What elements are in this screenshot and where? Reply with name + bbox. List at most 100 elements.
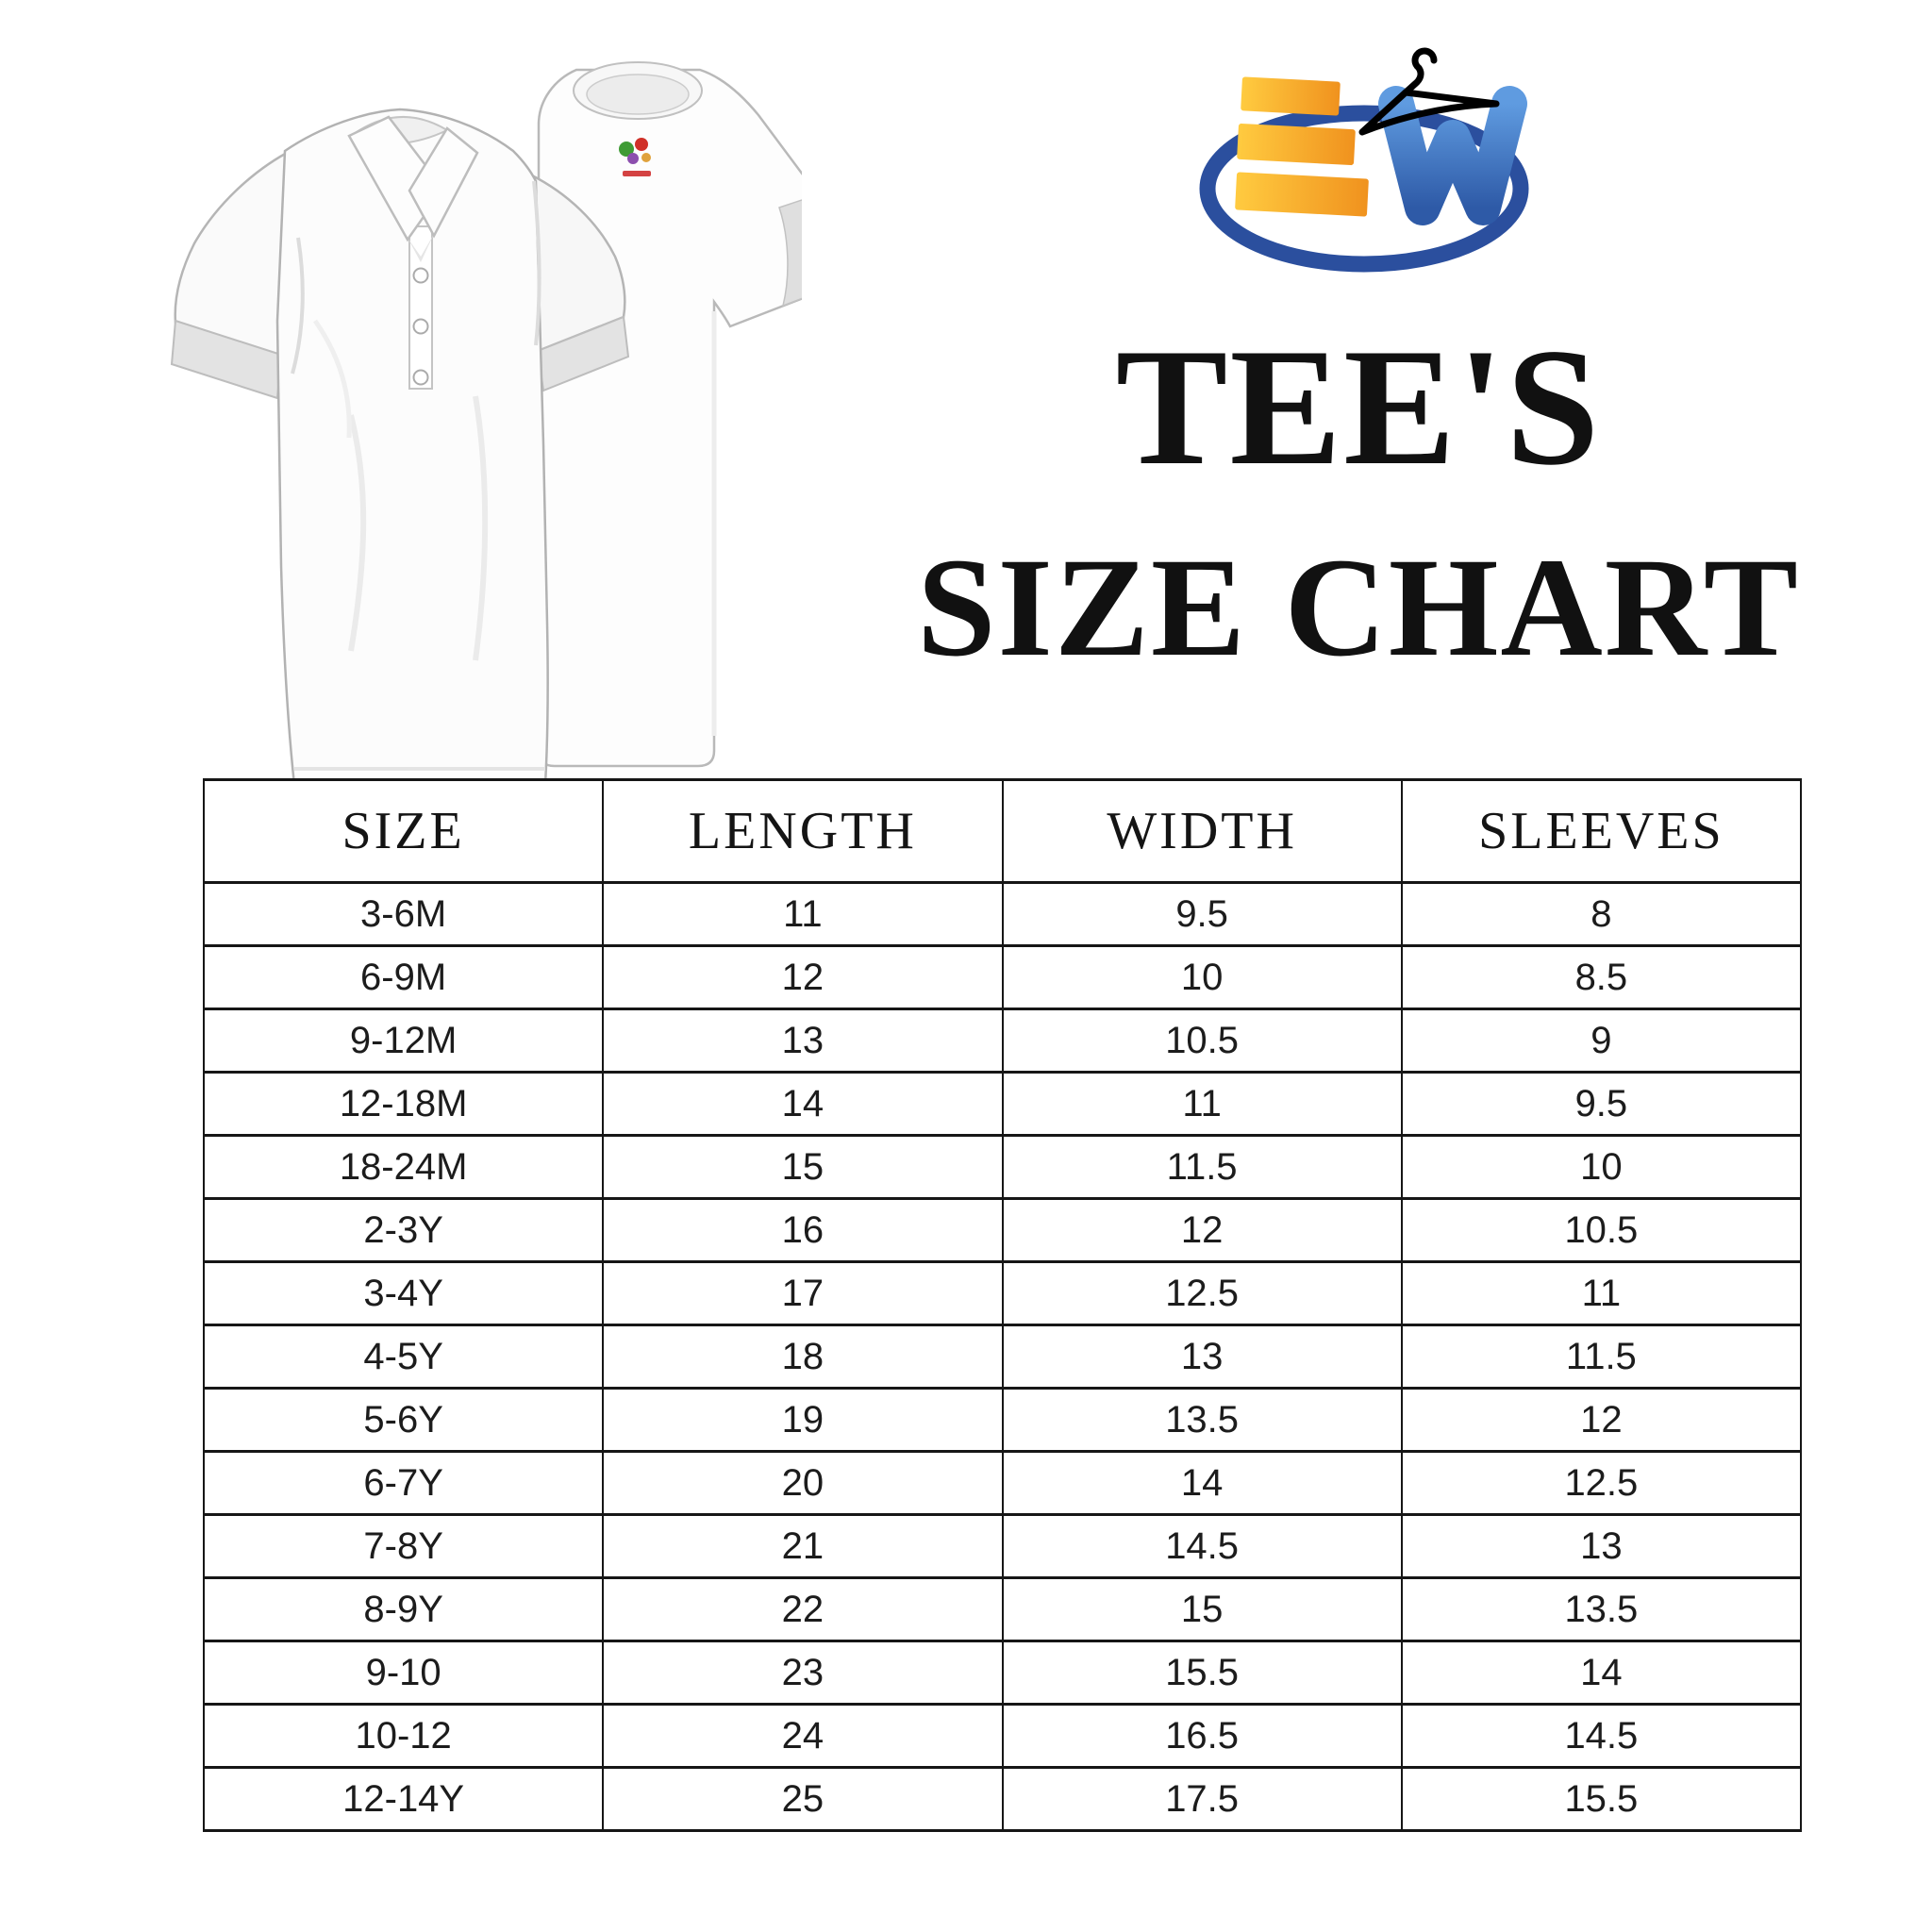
polo-button: [412, 267, 429, 284]
polo-right-cuff-band: [536, 315, 630, 392]
length-cell: 21: [602, 1513, 1004, 1579]
hanger-icon: [1358, 47, 1500, 136]
polo-button: [412, 318, 429, 335]
sleeves-cell: 13.5: [1400, 1576, 1803, 1642]
sleeves-cell: 9.5: [1400, 1071, 1803, 1137]
length-cell: 20: [602, 1450, 1004, 1516]
length-cell: 11: [602, 881, 1004, 947]
table-row: 3-4Y 17 12.5 11: [202, 1260, 1803, 1326]
column-header-length: LENGTH: [602, 778, 1004, 884]
logo-e-bars-icon: [1235, 76, 1369, 217]
width-cell: 12: [1001, 1197, 1403, 1263]
size-cell: 9-10: [202, 1640, 605, 1706]
size-cell: 3-4Y: [202, 1260, 605, 1326]
width-cell: 11.5: [1001, 1134, 1403, 1200]
sleeves-cell: 10.5: [1400, 1197, 1803, 1263]
sleeves-cell: 12.5: [1400, 1450, 1803, 1516]
table-row: 6-7Y 20 14 12.5: [202, 1450, 1803, 1516]
length-cell: 17: [602, 1260, 1004, 1326]
tee-shirt-image: [537, 61, 802, 768]
table-row: 8-9Y 22 15 13.5: [202, 1576, 1803, 1642]
column-header-size: SIZE: [202, 778, 605, 884]
polo-button: [412, 369, 429, 386]
width-cell: 14: [1001, 1450, 1403, 1516]
page-title-line2: SIZE CHART: [917, 528, 1800, 686]
width-cell: 12.5: [1001, 1260, 1403, 1326]
table-row: 9-10 23 15.5 14: [202, 1640, 1803, 1706]
width-cell: 10: [1001, 944, 1403, 1010]
length-cell: 18: [602, 1324, 1004, 1390]
table-row: 10-12 24 16.5 14.5: [202, 1703, 1803, 1769]
size-table: SIZE LENGTH WIDTH SLEEVES 3-6M 11 9.5 8 6-9M 12 1…: [202, 778, 1803, 1832]
width-cell: 15: [1001, 1576, 1403, 1642]
table-row: 6-9M 12 10 8.5: [202, 944, 1803, 1010]
sleeves-cell: 11.5: [1400, 1324, 1803, 1390]
title-block: TEE'S SIZE CHART: [849, 319, 1868, 678]
brand-logo: [1199, 47, 1529, 273]
length-cell: 22: [602, 1576, 1004, 1642]
sleeves-cell: 13: [1400, 1513, 1803, 1579]
size-cell: 8-9Y: [202, 1576, 605, 1642]
sleeves-cell: 14: [1400, 1640, 1803, 1706]
polo-collar-right: [408, 126, 479, 239]
sleeves-cell: 14.5: [1400, 1703, 1803, 1769]
tee-neck-brand-tag-icon: [619, 138, 651, 176]
size-cell: 4-5Y: [202, 1324, 605, 1390]
sleeves-cell: 9: [1400, 1008, 1803, 1074]
table-row: 7-8Y 21 14.5 13: [202, 1513, 1803, 1579]
sleeves-cell: 12: [1400, 1387, 1803, 1453]
column-header-sleeves: SLEEVES: [1400, 778, 1803, 884]
size-cell: 12-18M: [202, 1071, 605, 1137]
table-row: 5-6Y 19 13.5 12: [202, 1387, 1803, 1453]
size-table-body: 3-6M 11 9.5 8 6-9M 12 10 8.5 9-12M 13 10.5 9 12-18M 1…: [202, 881, 1803, 1832]
width-cell: 11: [1001, 1071, 1403, 1137]
width-cell: 9.5: [1001, 881, 1403, 947]
size-cell: 5-6Y: [202, 1387, 605, 1453]
table-row: 4-5Y 18 13 11.5: [202, 1324, 1803, 1390]
polo-left-cuff-band: [170, 319, 283, 400]
size-cell: 3-6M: [202, 881, 605, 947]
sleeves-cell: 11: [1400, 1260, 1803, 1326]
width-cell: 16.5: [1001, 1703, 1403, 1769]
table-row: 3-6M 11 9.5 8: [202, 881, 1803, 947]
width-cell: 15.5: [1001, 1640, 1403, 1706]
table-row: 18-24M 15 11.5 10: [202, 1134, 1803, 1200]
length-cell: 19: [602, 1387, 1004, 1453]
sleeves-cell: 10: [1400, 1134, 1803, 1200]
table-row: 12-18M 14 11 9.5: [202, 1071, 1803, 1137]
size-cell: 2-3Y: [202, 1197, 605, 1263]
size-cell: 18-24M: [202, 1134, 605, 1200]
tee-cuff-band: [778, 199, 802, 308]
sleeves-cell: 8: [1400, 881, 1803, 947]
width-cell: 13: [1001, 1324, 1403, 1390]
length-cell: 23: [602, 1640, 1004, 1706]
size-cell: 6-7Y: [202, 1450, 605, 1516]
width-cell: 14.5: [1001, 1513, 1403, 1579]
table-row: 12-14Y 25 17.5 15.5: [202, 1766, 1803, 1832]
sleeves-cell: 8.5: [1400, 944, 1803, 1010]
table-row: 2-3Y 16 12 10.5: [202, 1197, 1803, 1263]
size-cell: 10-12: [202, 1703, 605, 1769]
length-cell: 24: [602, 1703, 1004, 1769]
length-cell: 12: [602, 944, 1004, 1010]
column-header-width: WIDTH: [1001, 778, 1403, 884]
length-cell: 13: [602, 1008, 1004, 1074]
polo-placket: [408, 225, 433, 390]
width-cell: 17.5: [1001, 1766, 1403, 1832]
logo-w-icon: [1378, 86, 1527, 225]
width-cell: 10.5: [1001, 1008, 1403, 1074]
size-table-head: SIZE LENGTH WIDTH SLEEVES: [202, 778, 1803, 884]
sleeves-cell: 15.5: [1400, 1766, 1803, 1832]
size-cell: 6-9M: [202, 944, 605, 1010]
width-cell: 13.5: [1001, 1387, 1403, 1453]
length-cell: 14: [602, 1071, 1004, 1137]
shirts-image: [170, 61, 802, 787]
table-row: 9-12M 13 10.5 9: [202, 1008, 1803, 1074]
size-cell: 7-8Y: [202, 1513, 605, 1579]
page-title-line1: TEE'S: [1115, 313, 1602, 500]
size-cell: 12-14Y: [202, 1766, 605, 1832]
header-row: SIZE LENGTH WIDTH SLEEVES: [202, 778, 1803, 884]
length-cell: 16: [602, 1197, 1004, 1263]
size-cell: 9-12M: [202, 1008, 605, 1074]
